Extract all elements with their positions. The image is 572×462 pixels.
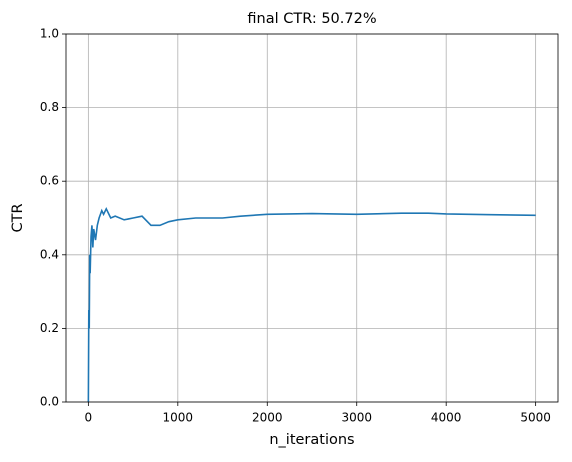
x-tick-label: 0 — [85, 411, 93, 425]
chart-title: final CTR: 50.72% — [247, 11, 376, 27]
y-axis-label: CTR — [10, 203, 26, 232]
y-tick-label: 0.4 — [40, 247, 59, 261]
x-tick-label: 4000 — [431, 411, 462, 425]
x-tick-label: 1000 — [163, 411, 194, 425]
y-tick-label: 0.2 — [40, 321, 59, 335]
x-tick-label: 2000 — [252, 411, 283, 425]
plot-frame — [65, 33, 559, 403]
x-tick-label: 5000 — [520, 411, 551, 425]
x-tick-label: 3000 — [341, 411, 372, 425]
line — [87, 206, 536, 403]
y-tick-label: 0.8 — [40, 100, 59, 114]
y-tick-label: 0.0 — [40, 395, 59, 409]
y-tick-label: 0.6 — [40, 174, 59, 188]
y-tick-label: 1.0 — [40, 27, 59, 41]
x-axis-label: n_iterations — [269, 432, 354, 448]
